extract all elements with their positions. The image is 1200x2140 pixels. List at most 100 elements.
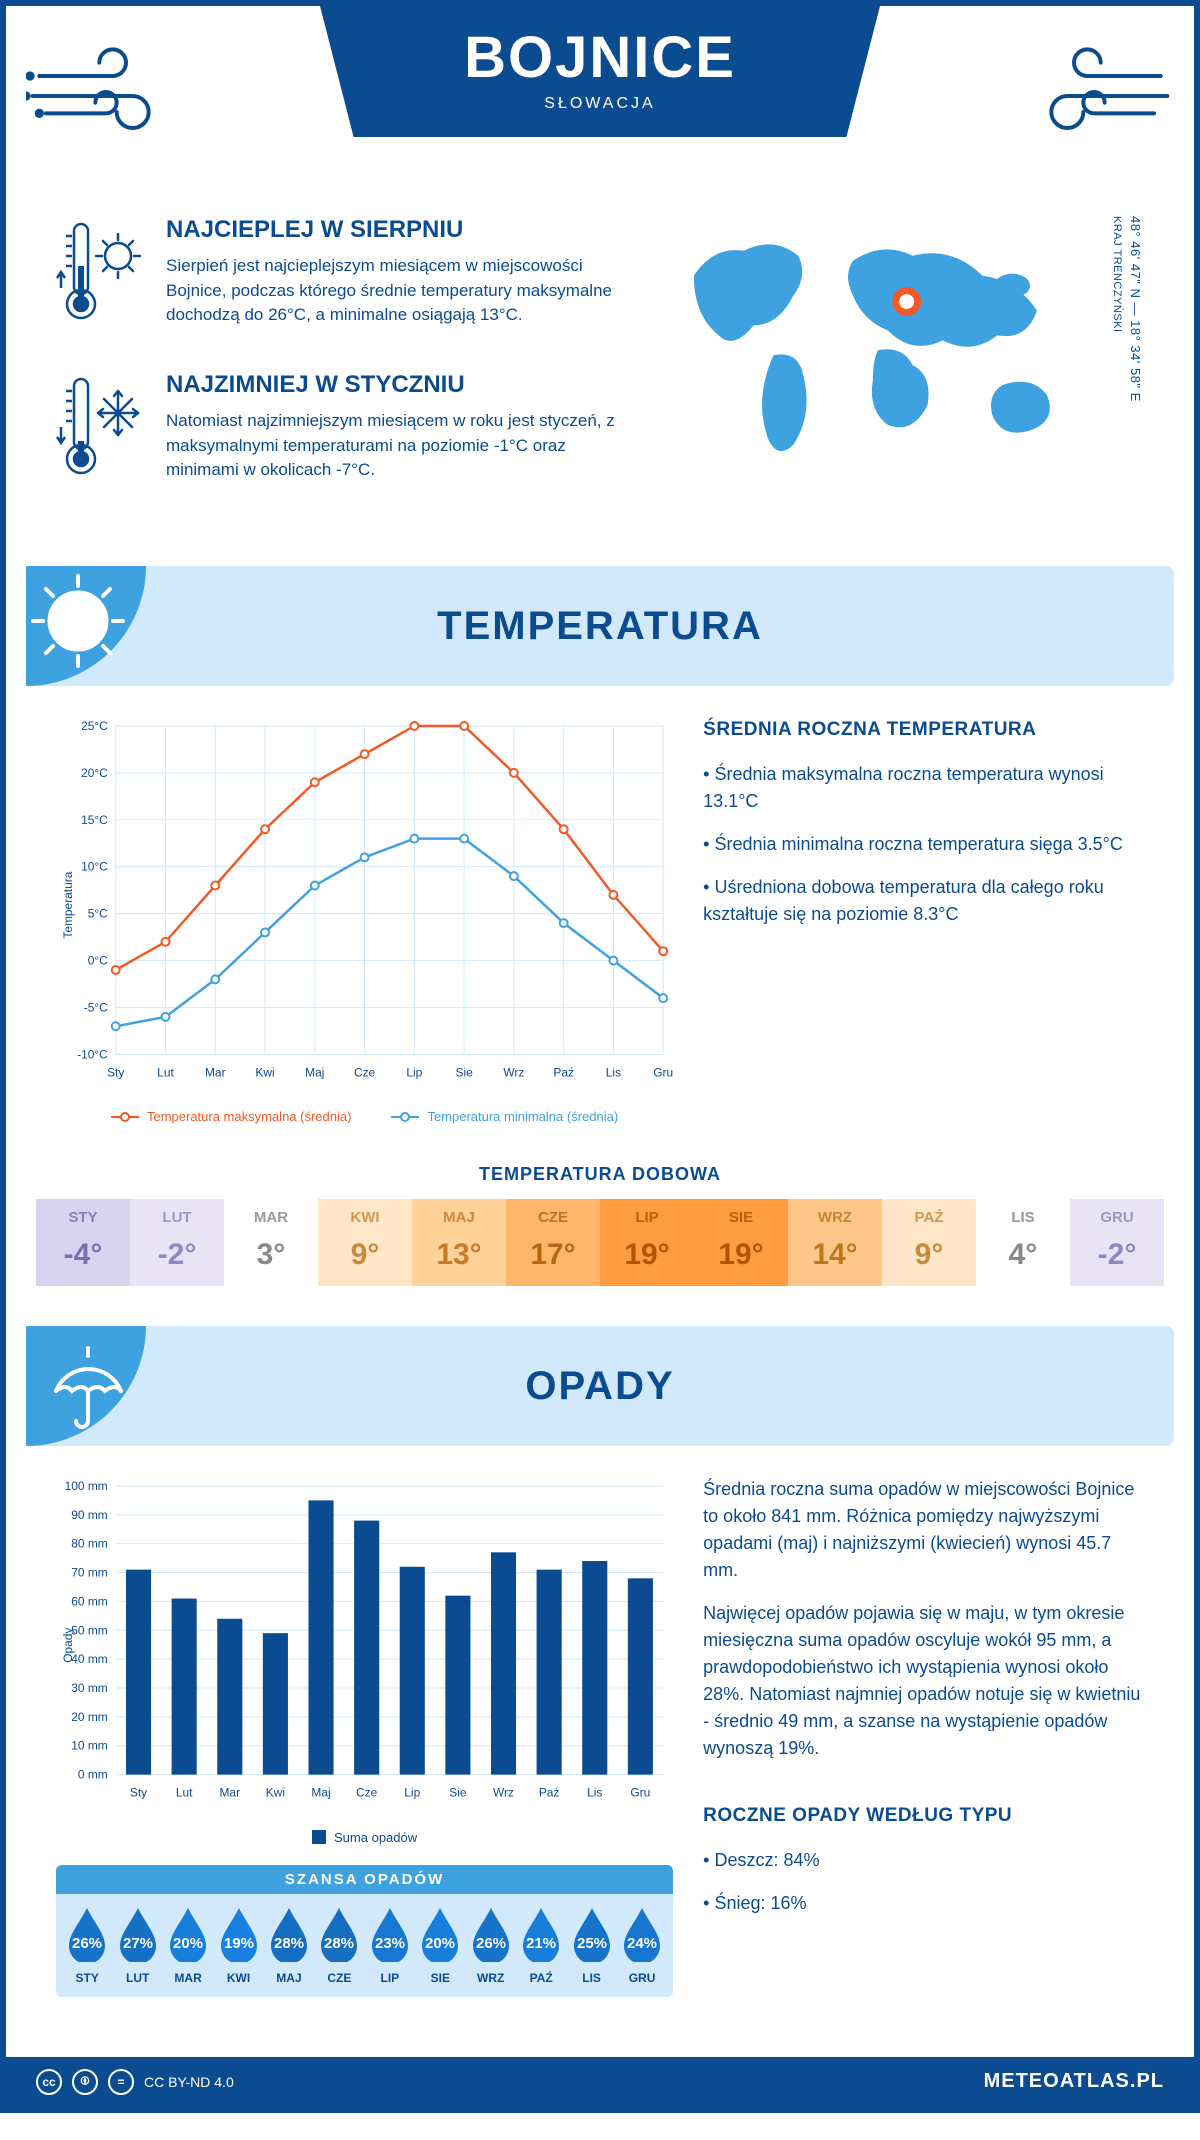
svg-text:10°C: 10°C [81, 860, 108, 874]
svg-text:20°C: 20°C [81, 766, 108, 780]
svg-text:Cze: Cze [356, 1786, 378, 1800]
fact-warmest: NAJCIEPLEJ W SIERPNIU Sierpień jest najc… [56, 216, 624, 331]
chance-drop: 23%LIP [365, 1906, 415, 1985]
svg-text:20%: 20% [173, 1935, 203, 1952]
svg-text:Kwi: Kwi [266, 1786, 285, 1800]
chance-drop: 25%LIS [566, 1906, 616, 1985]
location-marker-icon [896, 291, 918, 313]
svg-text:50 mm: 50 mm [71, 1624, 108, 1638]
precip-body1: Średnia roczna suma opadów w miejscowośc… [703, 1476, 1144, 1584]
svg-text:Maj: Maj [311, 1786, 330, 1800]
thermometer-snow-icon [56, 371, 146, 486]
daily-cell: GRU-2° [1070, 1199, 1164, 1286]
svg-text:26%: 26% [476, 1935, 506, 1952]
annual-point: • Uśredniona dobowa temperatura dla całe… [703, 874, 1144, 928]
svg-text:0 mm: 0 mm [78, 1768, 108, 1782]
svg-text:20 mm: 20 mm [71, 1710, 108, 1724]
svg-text:Lis: Lis [587, 1786, 602, 1800]
svg-text:Mar: Mar [205, 1065, 226, 1079]
precip-legend: Suma opadów [56, 1830, 673, 1845]
cc-icon: cc [36, 2069, 62, 2095]
precip-body: 0 mm10 mm20 mm30 mm40 mm50 mm60 mm70 mm8… [6, 1446, 1194, 2026]
svg-text:Temperatura: Temperatura [61, 871, 75, 938]
temperature-legend: Temperatura maksymalna (średnia) Tempera… [56, 1109, 673, 1124]
chance-drop: 24%GRU [617, 1906, 667, 1985]
svg-text:Lut: Lut [176, 1786, 193, 1800]
svg-text:Lut: Lut [157, 1065, 174, 1079]
svg-text:Lip: Lip [404, 1786, 420, 1800]
svg-text:Paź: Paź [553, 1065, 574, 1079]
temperature-body: -10°C-5°C0°C5°C10°C15°C20°C25°CStyLutMar… [6, 686, 1194, 1154]
svg-text:15°C: 15°C [81, 813, 108, 827]
svg-text:23%: 23% [375, 1935, 405, 1952]
daily-cell: LIP19° [600, 1199, 694, 1286]
svg-text:Mar: Mar [219, 1786, 240, 1800]
by-icon: 🅯 [72, 2069, 98, 2095]
nd-icon: = [108, 2069, 134, 2095]
chance-drop: 21%PAŹ [516, 1906, 566, 1985]
svg-text:Sty: Sty [130, 1786, 147, 1800]
annual-point: • Średnia maksymalna roczna temperatura … [703, 761, 1144, 815]
chance-drop: 20%MAR [163, 1906, 213, 1985]
map-container: 48° 46' 47" N — 18° 34' 58" E KRAJ TRENC… [664, 216, 1144, 526]
title-banner: BOJNICE SŁOWACJA [320, 6, 880, 137]
daily-cell: LUT-2° [130, 1199, 224, 1286]
daily-cell: PAŹ9° [882, 1199, 976, 1286]
fact-coldest: NAJZIMNIEJ W STYCZNIU Natomiast najzimni… [56, 371, 624, 486]
daily-cell: WRZ14° [788, 1199, 882, 1286]
daily-cell: LIS4° [976, 1199, 1070, 1286]
svg-text:40 mm: 40 mm [71, 1652, 108, 1666]
svg-text:-10°C: -10°C [77, 1047, 108, 1061]
svg-text:Paź: Paź [539, 1786, 560, 1800]
temperature-chart: -10°C-5°C0°C5°C10°C15°C20°C25°CStyLutMar… [56, 716, 673, 1124]
wind-icon-right [1014, 36, 1174, 148]
daily-cell: MAJ13° [412, 1199, 506, 1286]
svg-text:28%: 28% [324, 1935, 354, 1952]
svg-text:19%: 19% [224, 1935, 254, 1952]
world-map-icon [664, 216, 1102, 475]
svg-text:28%: 28% [274, 1935, 304, 1952]
svg-text:90 mm: 90 mm [71, 1508, 108, 1522]
precip-type-title: ROCZNE OPADY WEDŁUG TYPU [703, 1802, 1144, 1831]
svg-text:Wrz: Wrz [503, 1065, 524, 1079]
svg-text:26%: 26% [72, 1935, 102, 1952]
chance-drop: 20%SIE [415, 1906, 465, 1985]
type-point: • Deszcz: 84% [703, 1847, 1144, 1874]
svg-text:Sie: Sie [449, 1786, 467, 1800]
chance-drop: 19%KWI [213, 1906, 263, 1985]
coordinates-label: 48° 46' 47" N — 18° 34' 58" E KRAJ TRENC… [1108, 216, 1144, 402]
legend-precip: Suma opadów [334, 1830, 417, 1845]
annual-title: ŚREDNIA ROCZNA TEMPERATURA [703, 716, 1144, 745]
svg-text:Opady: Opady [61, 1628, 75, 1663]
svg-text:Lip: Lip [406, 1065, 422, 1079]
chance-drop: 28%MAJ [264, 1906, 314, 1985]
svg-text:30 mm: 30 mm [71, 1681, 108, 1695]
intro-section: NAJCIEPLEJ W SIERPNIU Sierpień jest najc… [6, 186, 1194, 566]
license-text: CC BY-ND 4.0 [144, 2074, 234, 2090]
intro-facts: NAJCIEPLEJ W SIERPNIU Sierpień jest najc… [56, 216, 624, 526]
temperature-title: TEMPERATURA [437, 604, 763, 649]
country-name: SŁOWACJA [320, 95, 880, 113]
svg-text:80 mm: 80 mm [71, 1537, 108, 1551]
daily-cell: STY-4° [36, 1199, 130, 1286]
svg-text:27%: 27% [123, 1935, 153, 1952]
svg-text:Maj: Maj [305, 1065, 324, 1079]
svg-text:Sty: Sty [107, 1065, 124, 1079]
daily-cell: MAR3° [224, 1199, 318, 1286]
chance-title: SZANSA OPADÓW [56, 1865, 673, 1894]
annual-point: • Średnia minimalna roczna temperatura s… [703, 831, 1144, 858]
page: BOJNICE SŁOWACJA [0, 0, 1200, 2113]
svg-text:Cze: Cze [354, 1065, 376, 1079]
daily-cell: SIE19° [694, 1199, 788, 1286]
footer: cc 🅯 = CC BY-ND 4.0 METEOATLAS.PL [6, 2057, 1194, 2107]
svg-text:25%: 25% [577, 1935, 607, 1952]
svg-text:Wrz: Wrz [493, 1786, 514, 1800]
svg-text:5°C: 5°C [88, 907, 108, 921]
license-info: cc 🅯 = CC BY-ND 4.0 [36, 2069, 234, 2095]
precip-side-text: Średnia roczna suma opadów w miejscowośc… [703, 1476, 1144, 1996]
svg-text:Kwi: Kwi [255, 1065, 274, 1079]
precip-section-header: OPADY [26, 1326, 1174, 1446]
svg-text:Sie: Sie [455, 1065, 473, 1079]
chance-drop: 26%WRZ [466, 1906, 516, 1985]
umbrella-icon [26, 1326, 146, 1446]
